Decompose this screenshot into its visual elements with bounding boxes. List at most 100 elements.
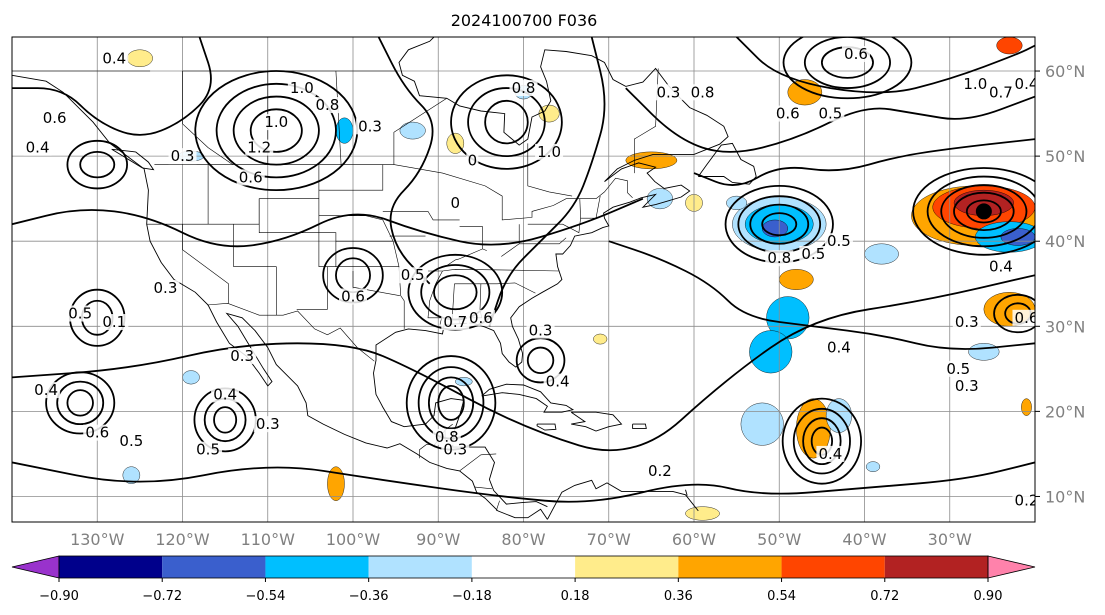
contour-ring-9-0 [526,346,555,374]
contour-label-bg-23 [66,305,95,322]
contour-ring-7-0 [484,99,529,145]
colorbar-label-0: −0.90 [39,589,79,604]
contour-ring-12-1 [803,37,891,89]
shaded-anomaly-16 [968,343,1000,361]
contour-label-22: 0.3 [154,279,178,297]
contour-label-41: 0.8 [435,428,459,446]
contour-label-19: 1.0 [963,75,987,93]
contour-label-18: 0.5 [818,105,842,123]
border-line-18 [382,211,460,221]
contour-label-bg-14 [654,84,683,101]
contour-label-49: 0.3 [230,347,254,365]
contour-ring-13-0 [79,150,116,179]
contour-label-bg-15 [688,84,717,101]
contour-label-bg-36 [824,339,853,356]
border-line-26 [459,226,483,249]
colorbar-segment-3 [368,556,472,578]
border-line-20 [428,268,560,272]
lon-label-3: 100°W [326,530,381,549]
contour-label-4: 1.2 [247,139,271,157]
shaded-anomaly-32 [122,466,141,484]
border-line-28 [527,217,596,234]
contour-label-28: 0.6 [469,309,493,327]
contour-ring-7-1 [467,87,546,158]
border-line-31 [501,243,520,257]
contour-line-5 [377,37,434,285]
contour-label-bg-33 [824,233,853,250]
border-line-0 [154,164,633,221]
contour-label-25: 0.6 [341,288,365,306]
contour-ring-1-2 [940,184,1028,239]
border-line-14 [318,164,384,191]
contour-ring-4-1 [56,380,105,426]
contour-label-bg-7 [23,139,52,156]
lat-label-1: 50°N [1045,147,1085,166]
storm-marker [975,203,992,220]
shaded-anomaly-26 [646,188,673,210]
contour-label-bg-50 [1012,492,1035,509]
contour-label-38: 0.3 [955,377,979,395]
contour-ring-2-1 [427,376,475,430]
map-title: 2024100700 F036 [451,11,598,30]
contour-label-bg-28 [466,309,495,326]
contour-label-40: 0.2 [648,462,672,480]
contour-label-5: 0.6 [239,168,263,186]
border-line-13 [318,215,405,329]
contour-label-20: 0.7 [989,83,1013,101]
colorbar-label-4: −0.18 [452,589,492,604]
coastline-8 [547,479,699,520]
contour-label-47: 0.5 [196,441,220,459]
contour-label-13: 0.8 [512,79,536,97]
contour-label-46: 0.3 [256,415,280,433]
contour-label-31: 0.8 [767,249,791,267]
lon-label-5: 80°W [501,530,545,549]
shaded-anomaly-37 [1021,398,1032,416]
shaded-anomaly-19 [787,79,823,106]
lat-label-0: 60°N [1045,62,1085,81]
longitude-labels: 130°W 120°W 110°W 100°W 90°W 80°W 70°W 60°W 50°W… [70,530,972,549]
contour-label-21: 0.4 [1015,75,1039,93]
contour-label-bg-40 [645,462,674,479]
contour-label-bg-42 [441,441,470,458]
coastline-7 [111,148,155,171]
contour-label-bg-41 [432,428,461,445]
contour-label-bg-1 [287,80,316,97]
contour-label-bg-12 [535,143,564,160]
contour-label-44: 0.5 [119,432,143,450]
border-line-17 [352,271,400,296]
contour-label-bg-49 [228,348,257,365]
contour-line-7 [625,87,1035,153]
border-line-5 [474,486,493,490]
contour-label-bg-3 [262,114,291,131]
contour-label-8: 0.6 [43,109,67,127]
shaded-anomaly-11 [740,402,784,446]
shaded-anomaly-34 [182,370,200,385]
colorbar-label-1: −0.72 [142,589,182,604]
contour-line-0 [12,274,1035,452]
border-line-9 [182,224,229,304]
colorbar-label-5: 0.18 [561,589,590,604]
contour-label-14: 0.3 [656,83,680,101]
border-line-30 [595,196,601,219]
contour-label-32: 0.5 [801,245,825,263]
contour-ring-5-0 [213,406,238,434]
contour-label-35: 0.3 [955,313,979,331]
shaded-anomaly-9 [749,330,793,374]
colorbar-segment-4 [471,556,576,578]
contour-label-bg-46 [253,416,282,433]
colorbar-under-extend [11,555,60,579]
contour-line-3 [608,240,1035,350]
contour-ring-1-4 [912,167,1035,256]
contour-label-bg-18 [816,105,845,122]
colorbar-label-2: −0.54 [246,589,286,604]
lon-label-2: 110°W [241,530,296,549]
contour-line-1 [12,461,1035,503]
shaded-anomaly-28 [726,195,748,210]
contour-label-43: 0.6 [85,424,109,442]
border-line-37 [393,98,447,165]
contour-label-30: 0.4 [546,373,570,391]
latitude-labels: 60°N 50°N 40°N 30°N 20°N 10°N [1035,62,1085,506]
contour-line-4 [12,197,644,248]
